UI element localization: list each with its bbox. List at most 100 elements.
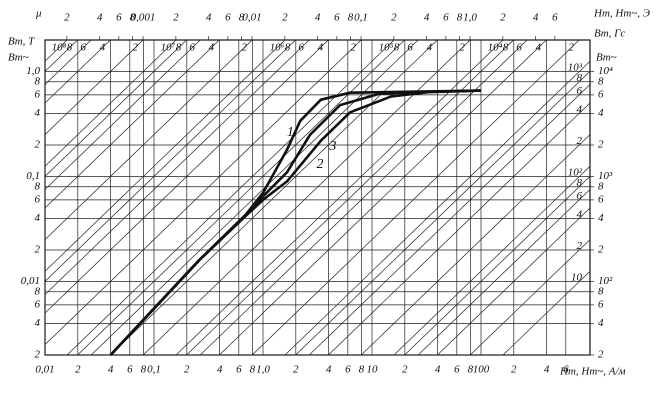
y2-tick-label: 8	[598, 285, 604, 297]
mu-label: 8	[285, 42, 291, 54]
mu-line	[44, 39, 362, 345]
mu-label: 4	[536, 42, 542, 54]
mu-label: 6	[516, 42, 522, 54]
x2-tick-label: 6	[225, 12, 231, 24]
y2-tick-label: 10³	[598, 170, 613, 182]
x2-tick-label: 4	[315, 12, 321, 24]
mu-label: 6	[298, 42, 304, 54]
y2-tick-label: 2	[598, 139, 604, 151]
x-tick-label: 6	[454, 364, 460, 376]
mu-line	[251, 39, 580, 356]
mu-line	[44, 39, 296, 282]
x2-tick-label: 8	[457, 12, 463, 24]
mu-line	[44, 39, 201, 190]
x2-tick-label: 0,001	[131, 12, 156, 24]
y2-tick-label: 4	[598, 107, 604, 119]
mu-label: 4	[577, 209, 583, 221]
x-tick-label: 10	[367, 364, 379, 376]
mu-line	[284, 60, 591, 356]
x-tick-label: 100	[473, 364, 490, 376]
mu-label: 10⁵	[379, 42, 394, 54]
mu-label: 10	[571, 272, 583, 284]
x-tick-label: 6	[236, 364, 242, 376]
y2-tick-label: 6	[598, 88, 604, 100]
mu-label: 6	[189, 42, 195, 54]
mu-line	[360, 134, 591, 356]
x2-tick-label: 0,1	[354, 12, 368, 24]
mu-line	[219, 39, 547, 356]
mu-line	[417, 189, 591, 356]
mu-label: 10⁶	[270, 42, 285, 54]
mu-title: μ	[35, 8, 42, 20]
mu-label: 2	[577, 135, 583, 147]
y-tick-label: 8	[35, 180, 41, 192]
x2-tick-label: 2	[500, 12, 506, 24]
x-tick-label: 4	[108, 364, 114, 376]
mu-label: 2	[568, 42, 574, 54]
mu-label: 4	[427, 42, 433, 54]
mu-label: 8	[577, 177, 583, 189]
y-tick-label: 0,01	[21, 275, 40, 287]
y-axis-title: Bm, Т	[8, 36, 35, 48]
mu-line	[199, 39, 528, 356]
mu-line	[393, 165, 591, 356]
x-axis-title: Hm, Hm~, А/м	[559, 366, 626, 378]
x2-tick-label: 4	[424, 12, 430, 24]
x2-tick-label: 2	[282, 12, 288, 24]
mu-line	[469, 239, 591, 356]
y-tick-label: 8	[35, 75, 41, 87]
x-tick-label: 2	[293, 364, 299, 376]
x2-tick-label: 1,0	[463, 12, 477, 24]
mu-line	[308, 84, 591, 356]
mu-label: 6	[577, 190, 583, 202]
mu-line	[44, 39, 111, 104]
y-tick-label: 6	[35, 298, 41, 310]
y2-tick-label: 8	[598, 75, 604, 87]
x2-tick-label: 8	[130, 12, 136, 24]
mu-line	[328, 102, 591, 356]
x2-tick-label: 6	[334, 12, 340, 24]
y2-tick-label: 10⁴	[598, 65, 613, 77]
mu-label: 10²	[568, 167, 583, 179]
mu-label: 10⁸	[52, 42, 67, 54]
mu-line	[44, 39, 286, 272]
y2-tick-label: 6	[598, 298, 604, 310]
x2-tick-label: 4	[97, 12, 103, 24]
x-tick-label: 2	[511, 364, 517, 376]
x-tick-label: 6	[127, 364, 133, 376]
curve-label: 2	[317, 157, 324, 172]
mu-line	[66, 39, 395, 356]
mu-label: 2	[459, 42, 465, 54]
mu-label: 4	[209, 42, 215, 54]
curve	[109, 89, 482, 356]
mu-line	[44, 39, 220, 209]
x2-tick-label: 8	[239, 12, 245, 24]
mu-label: 4	[318, 42, 324, 54]
y2-tick-label: 8	[598, 180, 604, 192]
y2-tick-label: 10²	[598, 275, 613, 287]
x2-tick-label: 6	[552, 12, 558, 24]
x-tick-label: 2	[402, 364, 408, 376]
y2-tick-label: 2	[598, 349, 604, 361]
y-tick-label: 4	[35, 317, 41, 329]
mu-line	[502, 270, 591, 356]
curve-label: 3	[328, 139, 336, 154]
x-tick-label: 4	[544, 364, 550, 376]
mu-line	[437, 207, 591, 356]
y2-tick-label: 6	[598, 193, 604, 205]
x-tick-label: 6	[563, 364, 569, 376]
mu-line	[44, 39, 78, 72]
x2-tick-label: 2	[173, 12, 179, 24]
x-tick-label: 0,1	[147, 364, 161, 376]
mu-label: 2	[132, 42, 138, 54]
mu-label: 6	[407, 42, 413, 54]
mu-label: 4	[577, 104, 583, 116]
mu-label: 10³	[568, 62, 583, 74]
x-tick-label: 8	[250, 364, 256, 376]
x-tick-label: 4	[435, 364, 441, 376]
y2-axis-title: Bm, Гс	[594, 28, 625, 40]
x2-tick-label: 2	[64, 12, 70, 24]
mu-line	[44, 39, 187, 177]
mu-label: 2	[350, 42, 356, 54]
